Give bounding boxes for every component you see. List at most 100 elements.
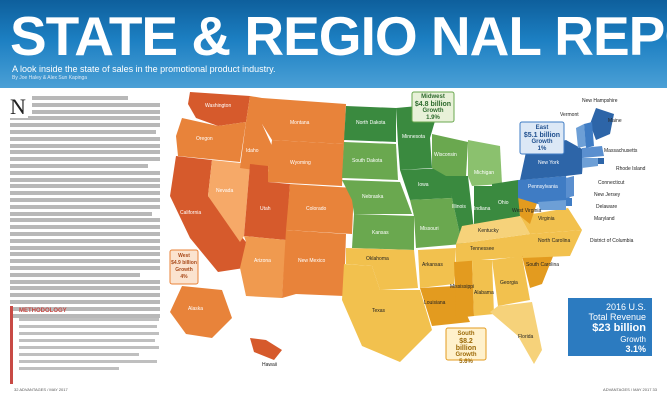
south-name: South	[457, 331, 475, 337]
body-text-line	[10, 177, 160, 182]
state-north-carolina	[522, 230, 582, 258]
east-growth: 1%	[537, 146, 547, 152]
label-north-carolina: North Carolina	[538, 238, 571, 244]
byline: By Joe Haley & Alex Sun Kapinga	[12, 75, 88, 81]
label-vermont: Vermont	[560, 112, 579, 118]
body-text-line	[10, 218, 160, 223]
label-nevada: Nevada	[216, 188, 234, 194]
body-text-line	[10, 293, 160, 298]
state-vermont	[576, 124, 586, 148]
state-michigan	[468, 140, 502, 186]
state-oklahoma	[346, 248, 418, 290]
label-kentucky: Kentucky	[478, 228, 499, 234]
east-callout: East $5.1 billion Growth 1%	[522, 125, 562, 153]
state-texas	[342, 264, 432, 362]
south-callout-box	[445, 327, 487, 361]
state-rhode-island	[598, 158, 604, 164]
label-arkansas: Arkansas	[422, 262, 443, 268]
total-value: $23 billion	[592, 322, 646, 334]
label-wisconsin: Wisconsin	[434, 152, 457, 158]
west-growth: 4%	[180, 274, 188, 280]
state-oregon	[176, 118, 246, 162]
page-title: STATE & REGIO NAL REPORT	[10, 5, 667, 67]
south-revenue: $8.2 billion	[455, 338, 477, 352]
state-west-virginia	[518, 196, 538, 224]
article-body	[10, 96, 160, 320]
state-pennsylvania	[518, 176, 570, 204]
body-text-line	[32, 96, 128, 100]
footer-left: 32 ADVANTAGES / MAY 2017	[14, 387, 68, 392]
state-nebraska	[342, 180, 412, 214]
label-kansas: Kansas	[372, 230, 389, 236]
body-text-line	[10, 129, 156, 134]
total-line1: 2016 U.S.	[605, 302, 646, 312]
footer-right: ADVANTAGES / MAY 2017 33	[603, 387, 657, 392]
body-text-line	[10, 299, 160, 304]
label-indiana: Indiana	[474, 206, 491, 212]
state-wyoming	[268, 140, 344, 186]
body-text-line	[10, 143, 160, 148]
state-delaware	[566, 198, 572, 206]
body-text-line	[10, 238, 160, 243]
body-text-line	[10, 163, 148, 168]
body-text-line	[10, 252, 160, 257]
state-hawaii	[250, 338, 282, 360]
body-text-line	[10, 197, 160, 202]
west-name: West	[178, 253, 190, 259]
label-maine: Maine	[608, 118, 622, 124]
body-text-line	[10, 123, 160, 128]
label-missouri: Missouri	[420, 226, 439, 232]
total-line2: Total Revenue	[588, 312, 646, 322]
east-revenue: $5.1 billion	[523, 132, 561, 139]
body-text-line	[10, 211, 152, 216]
body-text-line	[10, 157, 160, 162]
label-california: California	[180, 210, 202, 216]
label-tennessee: Tennessee	[470, 246, 495, 252]
state-alaska	[170, 286, 232, 338]
body-text-line	[10, 191, 160, 196]
state-nevada	[208, 160, 250, 242]
state-indiana	[474, 186, 492, 230]
midwest-name: Midwest	[421, 94, 445, 100]
state-ohio	[492, 180, 520, 228]
south-growth: 5.6%	[459, 359, 473, 365]
body-text-line	[10, 225, 160, 230]
label-new-mexico: New Mexico	[298, 258, 326, 264]
body-text-line	[10, 279, 160, 284]
sidebar-text-line	[19, 367, 119, 370]
body-text-line	[10, 259, 160, 264]
sidebar-title: METHODOLOGY	[19, 308, 67, 314]
label-oklahoma: Oklahoma	[366, 256, 389, 262]
body-text-line	[10, 150, 160, 155]
state-california	[170, 156, 246, 272]
body-text-line	[10, 231, 160, 236]
label-wyoming: Wyoming	[290, 160, 311, 166]
label-maryland: Maryland	[594, 216, 615, 222]
header-banner	[0, 0, 667, 88]
body-text-line	[10, 116, 160, 121]
state-kentucky	[456, 216, 530, 244]
label-south-dakota: South Dakota	[352, 158, 383, 164]
label-minnesota: Minnesota	[402, 134, 426, 140]
state-virginia	[520, 208, 582, 234]
state-maryland	[538, 200, 566, 210]
body-text-line	[10, 306, 160, 311]
label-utah: Utah	[260, 206, 271, 212]
midwest-callout: Midwest $4.8 billion Growth 1.9%	[414, 94, 452, 122]
state-alabama	[472, 260, 494, 316]
state-iowa	[400, 168, 452, 200]
sidebar-text-line	[19, 325, 157, 328]
label-arizona: Arizona	[254, 258, 271, 264]
label-massachusetts: Massachusetts	[604, 148, 638, 154]
label-illinois: Illinois	[452, 204, 466, 210]
body-text-line	[32, 102, 160, 107]
south-region	[342, 196, 582, 364]
sidebar-text-line	[19, 332, 159, 335]
label-virginia: Virginia	[538, 216, 555, 222]
label-texas: Texas	[372, 308, 386, 314]
midwest-revenue: $4.8 billion	[414, 101, 452, 108]
west-callout-box	[169, 249, 199, 285]
state-mississippi	[454, 260, 474, 318]
body-text-line	[10, 313, 160, 318]
state-south-dakota	[342, 142, 398, 180]
